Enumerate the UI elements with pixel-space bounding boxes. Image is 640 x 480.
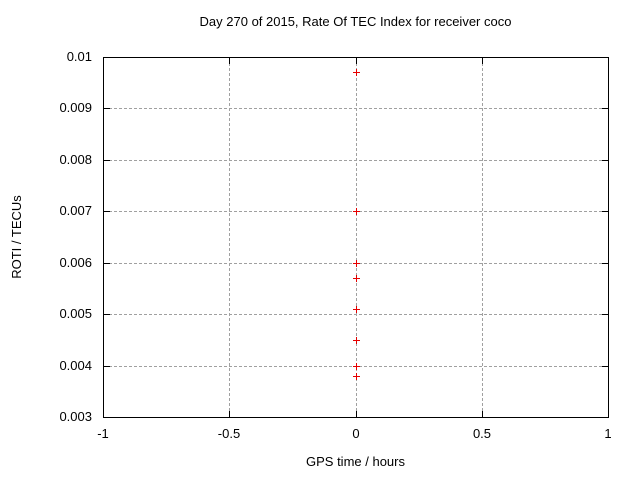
x-tick-top — [482, 58, 483, 64]
y-tick-label: 0.007 — [59, 203, 92, 218]
gridline-vertical — [356, 58, 357, 416]
x-tick-label: -1 — [97, 426, 109, 441]
y-tick-right — [602, 160, 608, 161]
data-point-marker — [353, 363, 360, 370]
x-tick-bottom — [356, 411, 357, 417]
y-tick-left — [104, 314, 110, 315]
gridline-horizontal — [104, 108, 607, 109]
x-tick-label: -0.5 — [217, 426, 241, 441]
data-point-marker — [353, 373, 360, 380]
gridline-horizontal — [104, 314, 607, 315]
y-tick-label: 0.01 — [66, 49, 92, 64]
data-point-marker — [353, 306, 360, 313]
y-tick-right — [602, 57, 608, 58]
plot-area — [103, 57, 609, 418]
y-tick-left — [104, 108, 110, 109]
y-tick-left — [104, 211, 110, 212]
y-tick-right — [602, 108, 608, 109]
chart-title: Day 270 of 2015, Rate Of TEC Index for r… — [199, 14, 512, 29]
gridline-vertical — [482, 58, 483, 416]
y-tick-label: 0.005 — [59, 306, 92, 321]
gridline-vertical — [229, 58, 230, 416]
x-tick-label: 0.5 — [472, 426, 492, 441]
data-point-marker — [353, 69, 360, 76]
y-tick-label: 0.009 — [59, 100, 92, 115]
y-tick-left — [104, 366, 110, 367]
y-tick-left — [104, 160, 110, 161]
y-tick-right — [602, 366, 608, 367]
x-tick-label: 0 — [352, 426, 360, 441]
x-tick-label: 1 — [604, 426, 612, 441]
data-point-marker — [353, 260, 360, 267]
data-point-marker — [353, 337, 360, 344]
x-tick-bottom — [229, 411, 230, 417]
y-tick-label: 0.003 — [59, 409, 92, 424]
x-tick-bottom — [103, 411, 104, 417]
y-tick-right — [602, 211, 608, 212]
y-tick-label: 0.006 — [59, 255, 92, 270]
x-tick-top — [356, 58, 357, 64]
x-tick-top — [229, 58, 230, 64]
data-point-marker — [353, 208, 360, 215]
y-tick-right — [602, 417, 608, 418]
x-tick-bottom — [482, 411, 483, 417]
data-point-marker — [353, 275, 360, 282]
x-tick-top — [103, 58, 104, 64]
y-tick-label: 0.004 — [59, 358, 92, 373]
y-tick-left — [104, 417, 110, 418]
y-tick-right — [602, 314, 608, 315]
x-tick-top — [608, 58, 609, 64]
y-tick-label: 0.008 — [59, 152, 92, 167]
y-tick-left — [104, 57, 110, 58]
x-tick-bottom — [608, 411, 609, 417]
y-tick-right — [602, 263, 608, 264]
x-axis-title: GPS time / hours — [306, 454, 405, 469]
y-tick-left — [104, 263, 110, 264]
gridline-horizontal — [104, 160, 607, 161]
